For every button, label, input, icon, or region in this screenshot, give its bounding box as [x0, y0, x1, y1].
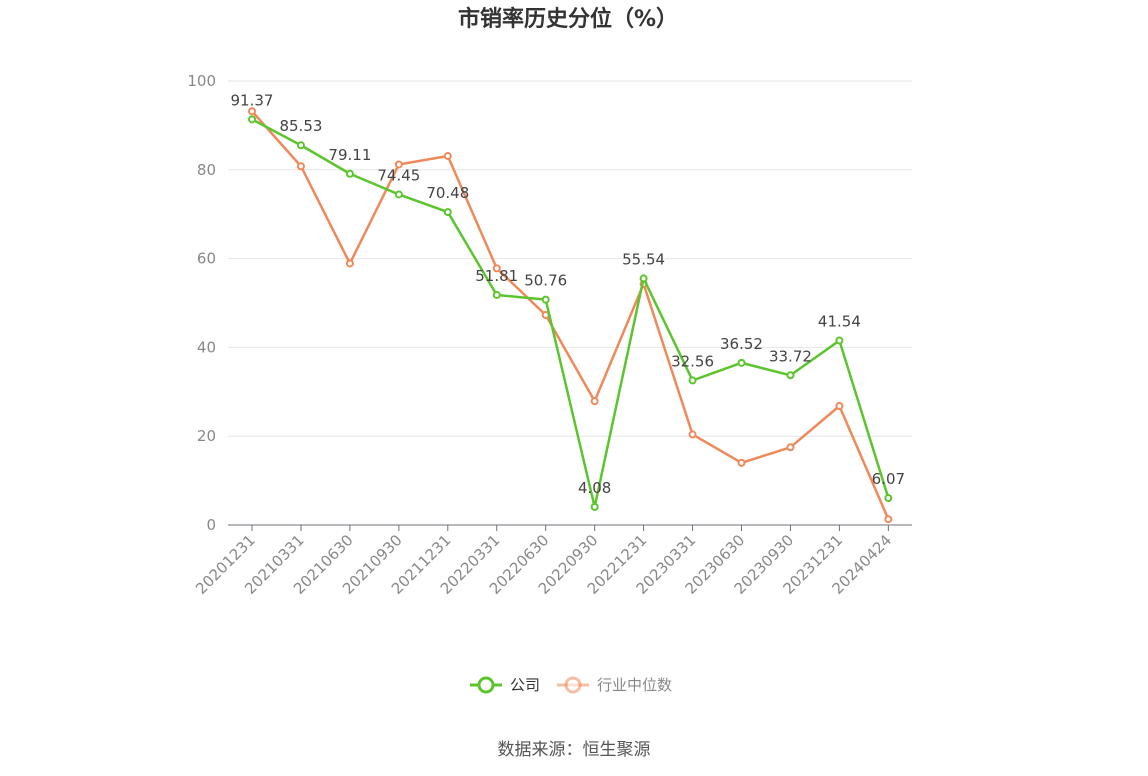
y-tick-label: 20 [197, 427, 216, 445]
y-tick-label: 0 [206, 516, 216, 534]
data-label-company: 36.52 [720, 335, 763, 353]
point-industry-median[interactable] [296, 162, 305, 171]
data-label-company: 33.72 [769, 347, 812, 365]
legend-item-company[interactable]: 公司 [470, 676, 540, 694]
point-industry-median[interactable] [394, 160, 403, 169]
y-tick-label: 40 [197, 338, 216, 356]
series-line-company [251, 118, 890, 509]
data-label-company: 74.45 [377, 166, 420, 184]
legend[interactable]: 公司 行业中位数 [470, 676, 672, 694]
grid-lines [228, 80, 912, 437]
data-label-company: 79.11 [328, 146, 371, 164]
data-label-company: 70.48 [426, 184, 469, 202]
legend-label-company: 公司 [510, 676, 540, 694]
y-tick-label: 100 [187, 72, 216, 90]
series-layer [248, 107, 893, 524]
point-company[interactable] [786, 371, 795, 380]
point-industry-median[interactable] [737, 458, 746, 467]
point-company[interactable] [639, 274, 648, 283]
point-industry-median[interactable] [786, 443, 795, 452]
data-label-company: 55.54 [622, 250, 665, 268]
data-label-company: 32.56 [671, 352, 714, 370]
chart-title: 市销率历史分位（%） [458, 6, 678, 32]
y-tick-label: 60 [197, 250, 216, 268]
point-industry-median[interactable] [345, 259, 354, 268]
point-industry-median[interactable] [835, 402, 844, 411]
point-company[interactable] [248, 115, 256, 124]
data-label-company: 4.08 [578, 479, 611, 497]
point-company[interactable] [541, 295, 550, 304]
point-company[interactable] [884, 494, 893, 503]
point-industry-median[interactable] [688, 430, 697, 439]
point-company[interactable] [296, 141, 305, 150]
source-note: 数据来源：恒生聚源 [498, 740, 651, 760]
point-company[interactable] [394, 190, 403, 199]
point-company[interactable] [492, 290, 501, 299]
data-label-company: 51.81 [475, 267, 518, 285]
point-company[interactable] [688, 376, 697, 385]
point-company[interactable] [737, 358, 746, 367]
point-industry-median[interactable] [590, 397, 599, 406]
point-industry-median[interactable] [248, 107, 256, 116]
point-industry-median[interactable] [443, 152, 452, 161]
point-industry-median[interactable] [492, 264, 501, 273]
data-label-company: 91.37 [231, 91, 274, 109]
y-tick-label: 80 [197, 161, 216, 179]
data-labels: 91.37 85.53 79.11 74.45 70.48 51.81 50.76 4.08 5… [231, 91, 906, 497]
legend-label-industry-median: 行业中位数 [597, 676, 672, 694]
data-label-company: 6.07 [872, 470, 905, 488]
legend-item-industry-median[interactable]: 行业中位数 [557, 676, 672, 694]
point-company[interactable] [590, 502, 599, 511]
x-axis: 2020123120210331202106302021093020211231… [192, 524, 912, 598]
series-line-industry-median [251, 110, 890, 520]
data-label-company: 41.54 [818, 313, 861, 331]
y-axis-ticks: 0 20 40 60 80 100 [187, 72, 216, 534]
point-company[interactable] [345, 169, 354, 178]
point-company[interactable] [443, 208, 452, 217]
point-company[interactable] [835, 336, 844, 345]
data-label-company: 85.53 [279, 117, 322, 135]
data-label-company: 50.76 [524, 272, 567, 290]
point-industry-median[interactable] [884, 515, 893, 524]
